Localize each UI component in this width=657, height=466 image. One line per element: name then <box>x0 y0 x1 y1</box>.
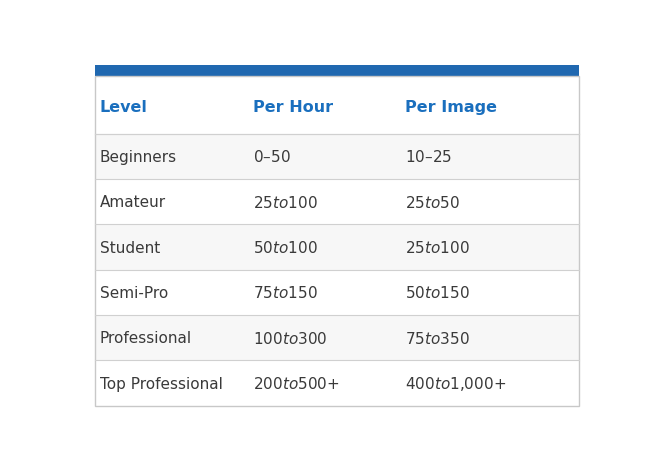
Text: Per Image: Per Image <box>405 101 497 116</box>
Text: Professional: Professional <box>100 331 192 346</box>
Text: $0 – $50: $0 – $50 <box>253 150 290 165</box>
Bar <box>95 76 579 134</box>
Text: $50 to $150: $50 to $150 <box>405 285 470 302</box>
Text: $10 – $25: $10 – $25 <box>405 150 453 165</box>
Text: $50 to $100: $50 to $100 <box>253 240 317 256</box>
Text: $75 to $150: $75 to $150 <box>253 285 317 302</box>
Text: Student: Student <box>100 240 160 255</box>
Text: Top Professional: Top Professional <box>100 377 223 391</box>
Bar <box>95 179 579 225</box>
Bar <box>95 225 579 270</box>
Text: Level: Level <box>100 101 148 116</box>
Text: $25 to $50: $25 to $50 <box>405 195 461 211</box>
Text: $25 to $100: $25 to $100 <box>405 240 470 256</box>
Text: $400 to $1,000+: $400 to $1,000+ <box>405 375 507 393</box>
Bar <box>95 360 579 406</box>
Text: $75 to $350: $75 to $350 <box>405 331 470 347</box>
Text: $25 to $100: $25 to $100 <box>253 195 317 211</box>
Text: $200 to $500+: $200 to $500+ <box>253 376 340 392</box>
Text: Amateur: Amateur <box>100 195 166 210</box>
Bar <box>95 65 579 76</box>
Text: Semi-Pro: Semi-Pro <box>100 286 168 301</box>
Text: Per Hour: Per Hour <box>253 101 333 116</box>
Text: Beginners: Beginners <box>100 150 177 165</box>
Bar <box>95 134 579 179</box>
Bar <box>95 270 579 315</box>
Bar <box>95 315 579 360</box>
Text: $100 to $300: $100 to $300 <box>253 331 327 347</box>
